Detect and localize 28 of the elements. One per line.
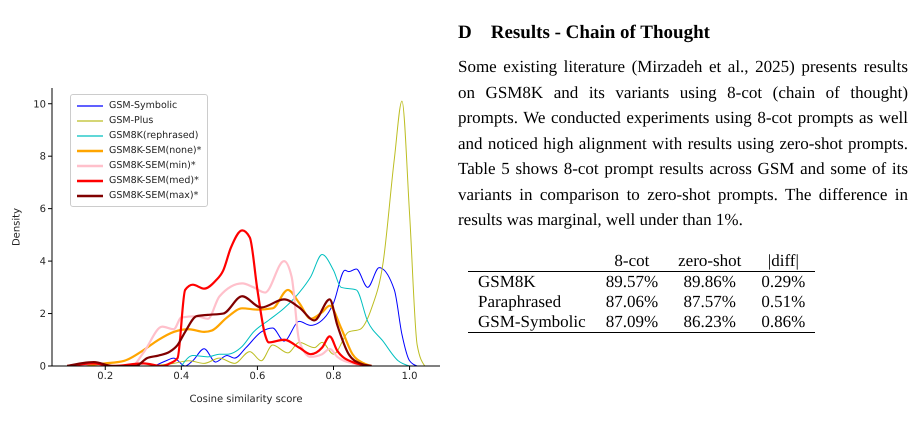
x-tick-label: 0.8 [326, 371, 342, 382]
x-tick-label: 1.0 [402, 371, 418, 382]
line-series [154, 267, 418, 366]
y-tick-label: 6 [40, 204, 46, 216]
legend-label: GSM8K(rephrased) [109, 129, 198, 143]
legend-label: GSM8K-SEM(min)* [109, 159, 196, 173]
legend-label: GSM-Plus [109, 114, 154, 128]
x-axis-title: Cosine similarity score [190, 394, 302, 405]
legend-label: GSM8K-SEM(none)* [109, 144, 202, 158]
text: Paraphrased 87.06% 87.57% 0.51% [478, 292, 806, 310]
y-tick-label: 0 [40, 362, 46, 373]
y-tick-label: 8 [40, 152, 46, 163]
y-tick-label: 2 [40, 309, 46, 320]
text: GSM8K 89.57% 89.86% 0.29% [478, 272, 806, 290]
x-tick-label: 0.6 [249, 371, 266, 382]
line-series [180, 254, 410, 366]
text: Some existing literature (Mirzadeh et al., 2025) presents results on GSM8K and its variants using 8-cot (chain of thought) prompts. We conducted experiments using 8-cot prompts as well and noticed high alignment with results using zero-shot prompts. Table 5 shows 8-cot prompt results across GSM and some of its variants in comparison to zero-shot prompts. The difference in results was marginal, well under than 1%. [458, 56, 908, 231]
text: GSM-Symbolic 87.09% 86.23% 0.86% [478, 312, 806, 330]
legend-label: GSM8K-SEM(med)* [109, 174, 199, 188]
y-tick-label: 10 [33, 99, 46, 110]
text: D Results - Chain of Thought [458, 22, 711, 44]
legend-label: GSM8K-SEM(max)* [109, 189, 198, 203]
y-axis-title: Density [12, 208, 23, 246]
y-tick-label: 4 [40, 256, 46, 268]
legend-label: GSM-Symbolic [109, 99, 178, 113]
x-tick-label: 0.4 [173, 371, 190, 382]
text: 8-cot zero-shot |diff| [614, 250, 799, 270]
x-tick-label: 0.2 [97, 371, 114, 382]
